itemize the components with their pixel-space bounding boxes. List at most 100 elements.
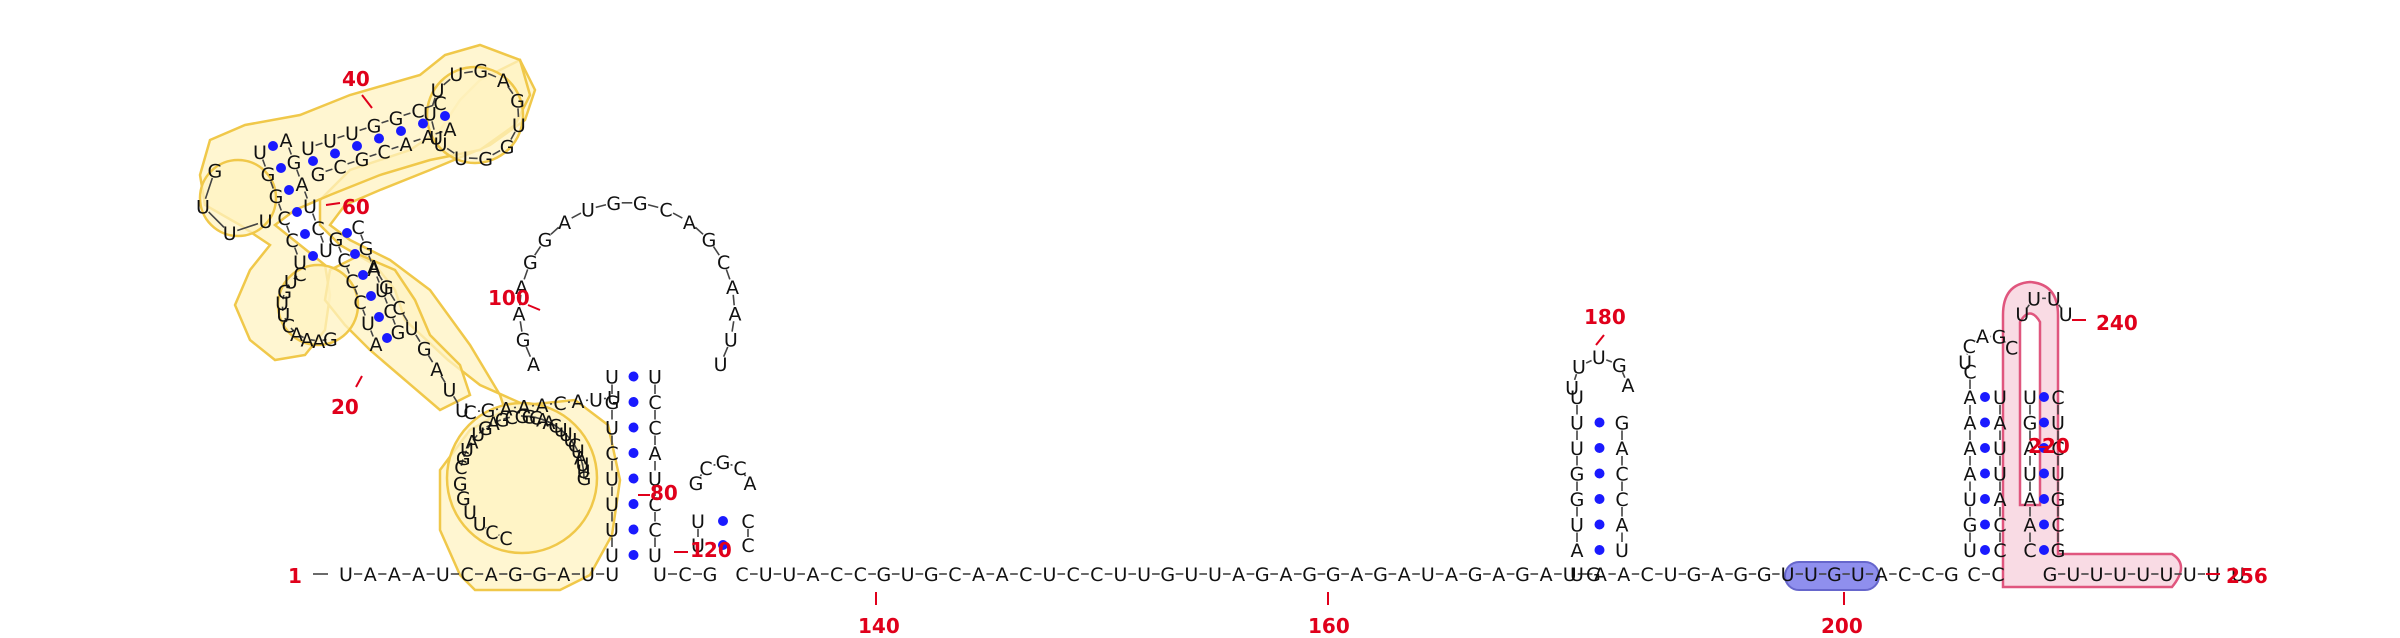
nucleotide-main: U: [339, 564, 353, 586]
nucleotide-hairpin: A: [497, 70, 510, 92]
nucleotide-stem: C: [1993, 515, 2006, 537]
nucleotide-linker: U: [1421, 564, 1435, 586]
backbone-segment: [1605, 359, 1613, 363]
nucleotide-stem: U: [1615, 540, 1629, 562]
backbone-segment: [287, 147, 293, 155]
nucleotide-stem: U: [605, 469, 619, 491]
backbone-segment: [284, 317, 288, 323]
nucleotide-linker: C: [830, 564, 843, 586]
nucleotide-linker: A: [1594, 564, 1607, 586]
nucleotide-stem: A: [296, 174, 309, 196]
nucleotide-stem: A: [400, 134, 413, 156]
backbone-segment: [431, 97, 436, 107]
nucleotide-stem: C: [2051, 515, 2064, 537]
backbone-segment: [381, 119, 389, 124]
nucleotide-hairpin: U: [1958, 352, 1972, 374]
base-pair-dot: [308, 251, 318, 261]
nucleotide-stem: U: [301, 138, 315, 160]
base-pair-dot: [330, 148, 340, 159]
nucleotide-loop: G: [456, 448, 471, 470]
backbone-segment: [443, 78, 451, 86]
base-pair-dot: [628, 448, 639, 458]
nucleotide-stem: U: [361, 313, 375, 335]
nucleotide-main: A: [485, 564, 498, 586]
nucleotide-linker: U: [1563, 564, 1577, 586]
nucleotide-linker: U: [653, 564, 667, 586]
nucleotide-linker: A: [1540, 564, 1553, 586]
nucleotide-hairpin: U: [2027, 288, 2041, 310]
backbone-segment: [672, 212, 683, 219]
nucleotide-linker: U: [2066, 564, 2080, 586]
nucleotide-stem: U: [455, 400, 469, 422]
nucleotide-hairpin: A: [744, 473, 757, 495]
nucleotide-stem: A: [1616, 515, 1629, 537]
position-labels: 1 20 40 60 80 100 120 140 160 180 200 22…: [288, 67, 2268, 638]
nucleotide-hairpin: A: [513, 303, 526, 325]
base-pair-dot: [276, 163, 286, 173]
backbone-segment: [571, 212, 582, 219]
nucleotide-stem: U: [253, 142, 267, 164]
nucleotide-main: A: [412, 564, 425, 586]
position-tick-60: [325, 202, 341, 206]
base-pair-dot: [374, 133, 384, 144]
nucleotide-stem: U: [2023, 387, 2037, 409]
nucleotide-hairpin: A: [527, 354, 540, 376]
nucleotide-stem: C: [1993, 540, 2006, 562]
backbone-segment: [647, 203, 659, 209]
backbone-segment: [389, 293, 396, 302]
backbone-segment: [518, 294, 522, 306]
nucleotide-hairpin: A: [683, 212, 696, 234]
nucleotide-stem: G: [329, 229, 344, 251]
nucleotide-stem: U: [1570, 515, 1584, 537]
nucleotide-stem: C: [553, 393, 566, 415]
nucleotide-linker: U: [1208, 564, 1222, 586]
nucleotide-stem: A: [430, 359, 443, 381]
nucleotide-linker: U: [1664, 564, 1678, 586]
nucleotide-stem: G: [1570, 489, 1585, 511]
base-pair-dot: [1594, 494, 1605, 504]
nucleotide-loop: C: [499, 528, 512, 550]
highlight-yellow-bulge: [198, 158, 278, 238]
backbone-segment: [452, 395, 459, 404]
nucleotide-stem: U: [648, 367, 662, 389]
nucleotide-hairpin: U: [454, 148, 468, 170]
nucleotide-loop: G: [453, 473, 468, 495]
nucleotide-stem: G: [2051, 540, 2066, 562]
nucleotide-stem: U: [605, 367, 619, 389]
base-pair-dot: [1980, 494, 1990, 504]
position-label-120: 120: [690, 538, 732, 562]
nucleotide-linker: C: [1967, 564, 1980, 586]
nucleotide-hairpin: G: [716, 452, 731, 474]
nucleotide-stem: U: [2051, 413, 2065, 435]
backbone-segment: [285, 225, 291, 233]
nucleotide-linker: C: [1066, 564, 1079, 586]
base-pair-dot: [396, 126, 406, 136]
position-label-200: 200: [1821, 614, 1863, 638]
backbone-segment: [319, 235, 325, 243]
nucleotide-stem: U: [405, 318, 419, 340]
nucleotide-stem: C: [345, 271, 358, 293]
nucleotide-linker: U: [2183, 564, 2197, 586]
nucleotide-hairpin: U: [724, 330, 738, 352]
backbone-segment: [282, 294, 285, 300]
backbone-segment: [743, 473, 747, 477]
backbone-segment: [1585, 359, 1592, 364]
backbone-segment: [464, 70, 473, 74]
nucleotide-stem: U: [323, 131, 337, 153]
base-pair-dot: [382, 333, 392, 343]
backbone-segment: [1621, 371, 1626, 378]
base-pair-dot: [1980, 468, 1990, 479]
nucleotide-stem: U: [1993, 464, 2007, 486]
nucleotide-stem: U: [691, 535, 705, 557]
base-pair-dot: [2039, 392, 2049, 402]
nucleotide-stem: C: [463, 402, 476, 424]
nucleotide-linker: U: [759, 564, 773, 586]
backbone-segment: [487, 72, 497, 78]
base-pair-dot: [628, 524, 639, 535]
base-pair-dot: [350, 249, 360, 259]
backbone-segment: [290, 327, 295, 332]
backbone-segment: [303, 191, 309, 199]
backbone-segment: [463, 450, 468, 458]
nucleotide-stem: C: [353, 292, 366, 314]
base-pair-dot: [284, 185, 294, 195]
